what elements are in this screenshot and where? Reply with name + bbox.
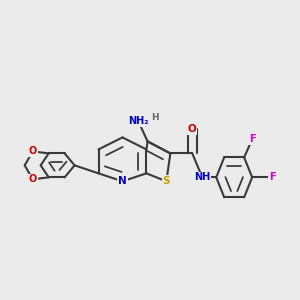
Text: N: N xyxy=(118,176,127,186)
Text: O: O xyxy=(28,146,37,156)
Text: O: O xyxy=(188,124,197,134)
Text: S: S xyxy=(163,176,170,186)
Text: F: F xyxy=(269,172,275,182)
Text: NH₂: NH₂ xyxy=(128,116,149,127)
Text: F: F xyxy=(249,134,256,144)
Text: NH: NH xyxy=(194,172,210,182)
Text: H: H xyxy=(151,113,159,122)
Text: O: O xyxy=(28,174,37,184)
